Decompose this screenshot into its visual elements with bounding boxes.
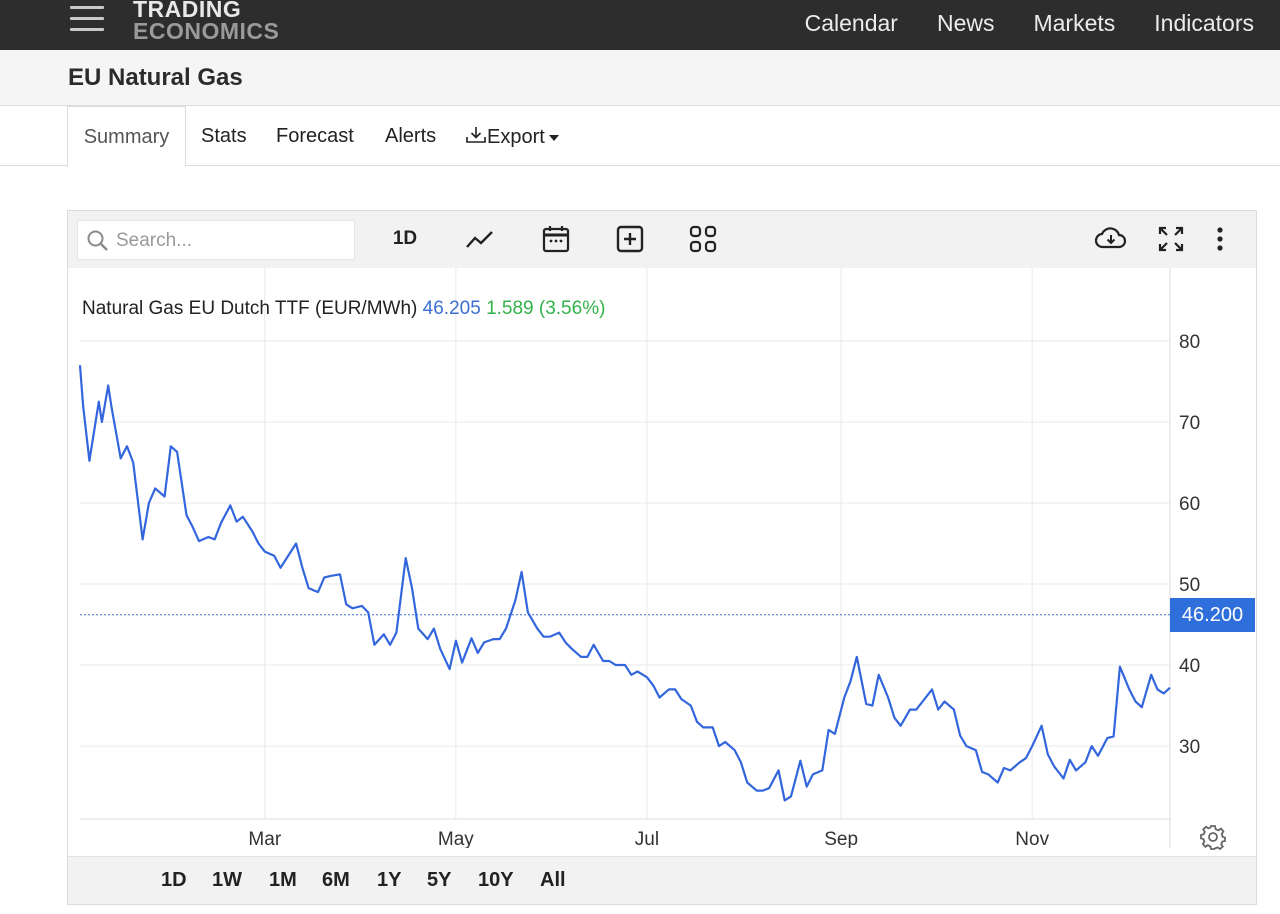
tab-alerts[interactable]: Alerts (385, 125, 437, 147)
chart-toolbar: 1D (68, 211, 1256, 268)
tab-export-label: Export (487, 126, 545, 148)
series-last-value: 46.205 (422, 298, 481, 319)
tab-stats[interactable]: Stats (201, 125, 247, 147)
range-10y[interactable]: 10Y (478, 869, 514, 891)
top-navbar: TRADING ECONOMICS Calendar News Markets … (0, 0, 1280, 50)
search-box (77, 220, 355, 260)
fullscreen-icon[interactable] (1156, 223, 1186, 255)
range-1w[interactable]: 1W (212, 869, 242, 891)
nav-calendar[interactable]: Calendar (804, 9, 898, 36)
plot-area: 30 40 50 60 70 80 Mar May Jul Sep Nov Natural Gas … (68, 268, 1256, 850)
y-tick-label: 80 (1179, 332, 1200, 353)
tab-export[interactable]: Export (465, 125, 559, 149)
y-tick-label: 70 (1179, 413, 1200, 434)
series-line (78, 365, 1171, 802)
series-change: 1.589 (3.56%) (486, 298, 606, 319)
site-logo[interactable]: TRADING ECONOMICS (133, 0, 280, 44)
x-tick-label: Jul (635, 829, 659, 848)
calendar-icon[interactable] (540, 223, 572, 255)
tab-summary[interactable]: Summary (67, 106, 186, 167)
more-vertical-icon[interactable] (1210, 223, 1230, 255)
range-1m[interactable]: 1M (269, 869, 297, 891)
tab-bar: Summary Stats Forecast Alerts Export (0, 106, 1280, 167)
range-all[interactable]: All (540, 869, 566, 891)
page-title: EU Natural Gas (68, 64, 243, 91)
range-6m[interactable]: 6M (322, 869, 350, 891)
series-header: Natural Gas EU Dutch TTF (EUR/MWh) 46.20… (82, 298, 605, 320)
search-input[interactable] (116, 229, 346, 253)
tab-forecast[interactable]: Forecast (276, 125, 354, 147)
line-chart-icon[interactable] (464, 223, 496, 255)
logo-line-1: TRADING (133, 0, 242, 22)
cloud-download-icon[interactable] (1094, 223, 1128, 255)
caret-down-icon (548, 134, 559, 141)
y-tick-label: 30 (1179, 737, 1200, 758)
range-1y[interactable]: 1Y (377, 869, 402, 891)
grid-layout-icon[interactable] (687, 223, 719, 255)
x-tick-label: May (438, 829, 474, 848)
gear-icon[interactable] (1200, 824, 1226, 850)
y-tick-label: 40 (1179, 656, 1200, 677)
y-tick-label: 60 (1179, 494, 1200, 515)
interval-button[interactable]: 1D (392, 228, 418, 249)
range-5y[interactable]: 5Y (427, 869, 452, 891)
nav-news[interactable]: News (936, 9, 995, 36)
x-tick-label: Sep (824, 829, 858, 848)
price-chart[interactable]: 30 40 50 60 70 80 Mar May Jul Sep Nov (68, 268, 1256, 848)
add-series-icon[interactable] (614, 223, 646, 255)
download-icon (466, 127, 486, 143)
x-tick-label: Mar (248, 829, 281, 848)
nav-indicators[interactable]: Indicators (1154, 9, 1254, 36)
logo-line-2: ECONOMICS (133, 18, 280, 44)
series-name: Natural Gas EU Dutch TTF (EUR/MWh) (82, 298, 418, 319)
y-tick-label: 50 (1179, 575, 1200, 596)
hamburger-menu-icon[interactable] (70, 4, 106, 34)
last-price-tag: 46.200 (1170, 598, 1255, 632)
chart-container: 1D (67, 210, 1257, 905)
title-bar: EU Natural Gas (0, 50, 1280, 106)
search-icon (87, 230, 108, 251)
nav-markets[interactable]: Markets (1033, 9, 1116, 36)
x-tick-label: Nov (1015, 829, 1049, 848)
range-selector: 1D 1W 1M 6M 1Y 5Y 10Y All (68, 856, 1256, 904)
range-1d[interactable]: 1D (161, 869, 187, 891)
main-nav: Calendar News Markets Indicators (805, 0, 1254, 46)
